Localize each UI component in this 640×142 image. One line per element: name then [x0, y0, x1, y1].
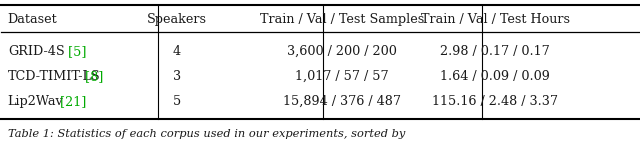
- Text: 115.16 / 2.48 / 3.37: 115.16 / 2.48 / 3.37: [432, 95, 558, 108]
- Text: 4: 4: [173, 45, 180, 58]
- Text: 2.98 / 0.17 / 0.17: 2.98 / 0.17 / 0.17: [440, 45, 550, 58]
- Text: [5]: [5]: [64, 45, 86, 58]
- Text: 1.64 / 0.09 / 0.09: 1.64 / 0.09 / 0.09: [440, 70, 550, 83]
- Text: 5: 5: [173, 95, 180, 108]
- Text: GRID-4S: GRID-4S: [8, 45, 65, 58]
- Text: TCD-TIMIT-LS: TCD-TIMIT-LS: [8, 70, 100, 83]
- Text: 3: 3: [173, 70, 180, 83]
- Text: 3,600 / 200 / 200: 3,600 / 200 / 200: [287, 45, 397, 58]
- Text: Train / Val / Test Samples: Train / Val / Test Samples: [260, 13, 424, 26]
- Text: [8]: [8]: [81, 70, 104, 83]
- Text: [21]: [21]: [56, 95, 86, 108]
- Text: 15,894 / 376 / 487: 15,894 / 376 / 487: [284, 95, 401, 108]
- Text: Train / Val / Test Hours: Train / Val / Test Hours: [420, 13, 570, 26]
- Text: Dataset: Dataset: [8, 13, 58, 26]
- Text: Speakers: Speakers: [147, 13, 207, 26]
- Text: Lip2Wav: Lip2Wav: [8, 95, 63, 108]
- Text: Table 1: Statistics of each corpus used in our experiments, sorted by: Table 1: Statistics of each corpus used …: [8, 129, 405, 139]
- Text: 1,017 / 57 / 57: 1,017 / 57 / 57: [296, 70, 389, 83]
